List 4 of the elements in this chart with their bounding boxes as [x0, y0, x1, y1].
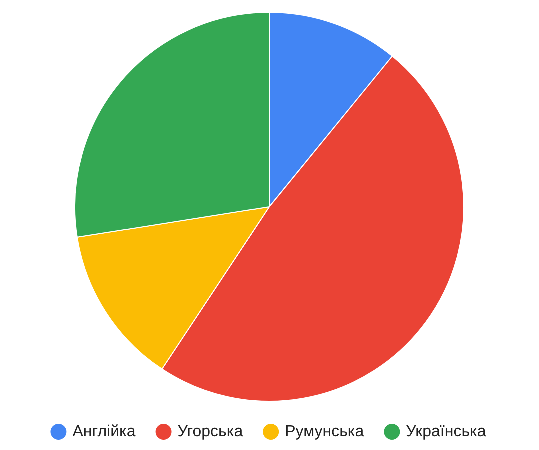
legend-label: Українська [406, 423, 486, 440]
legend-label: Румунська [285, 423, 364, 440]
legend-label: Англійка [72, 423, 136, 440]
legend-label: Угорська [178, 423, 244, 440]
